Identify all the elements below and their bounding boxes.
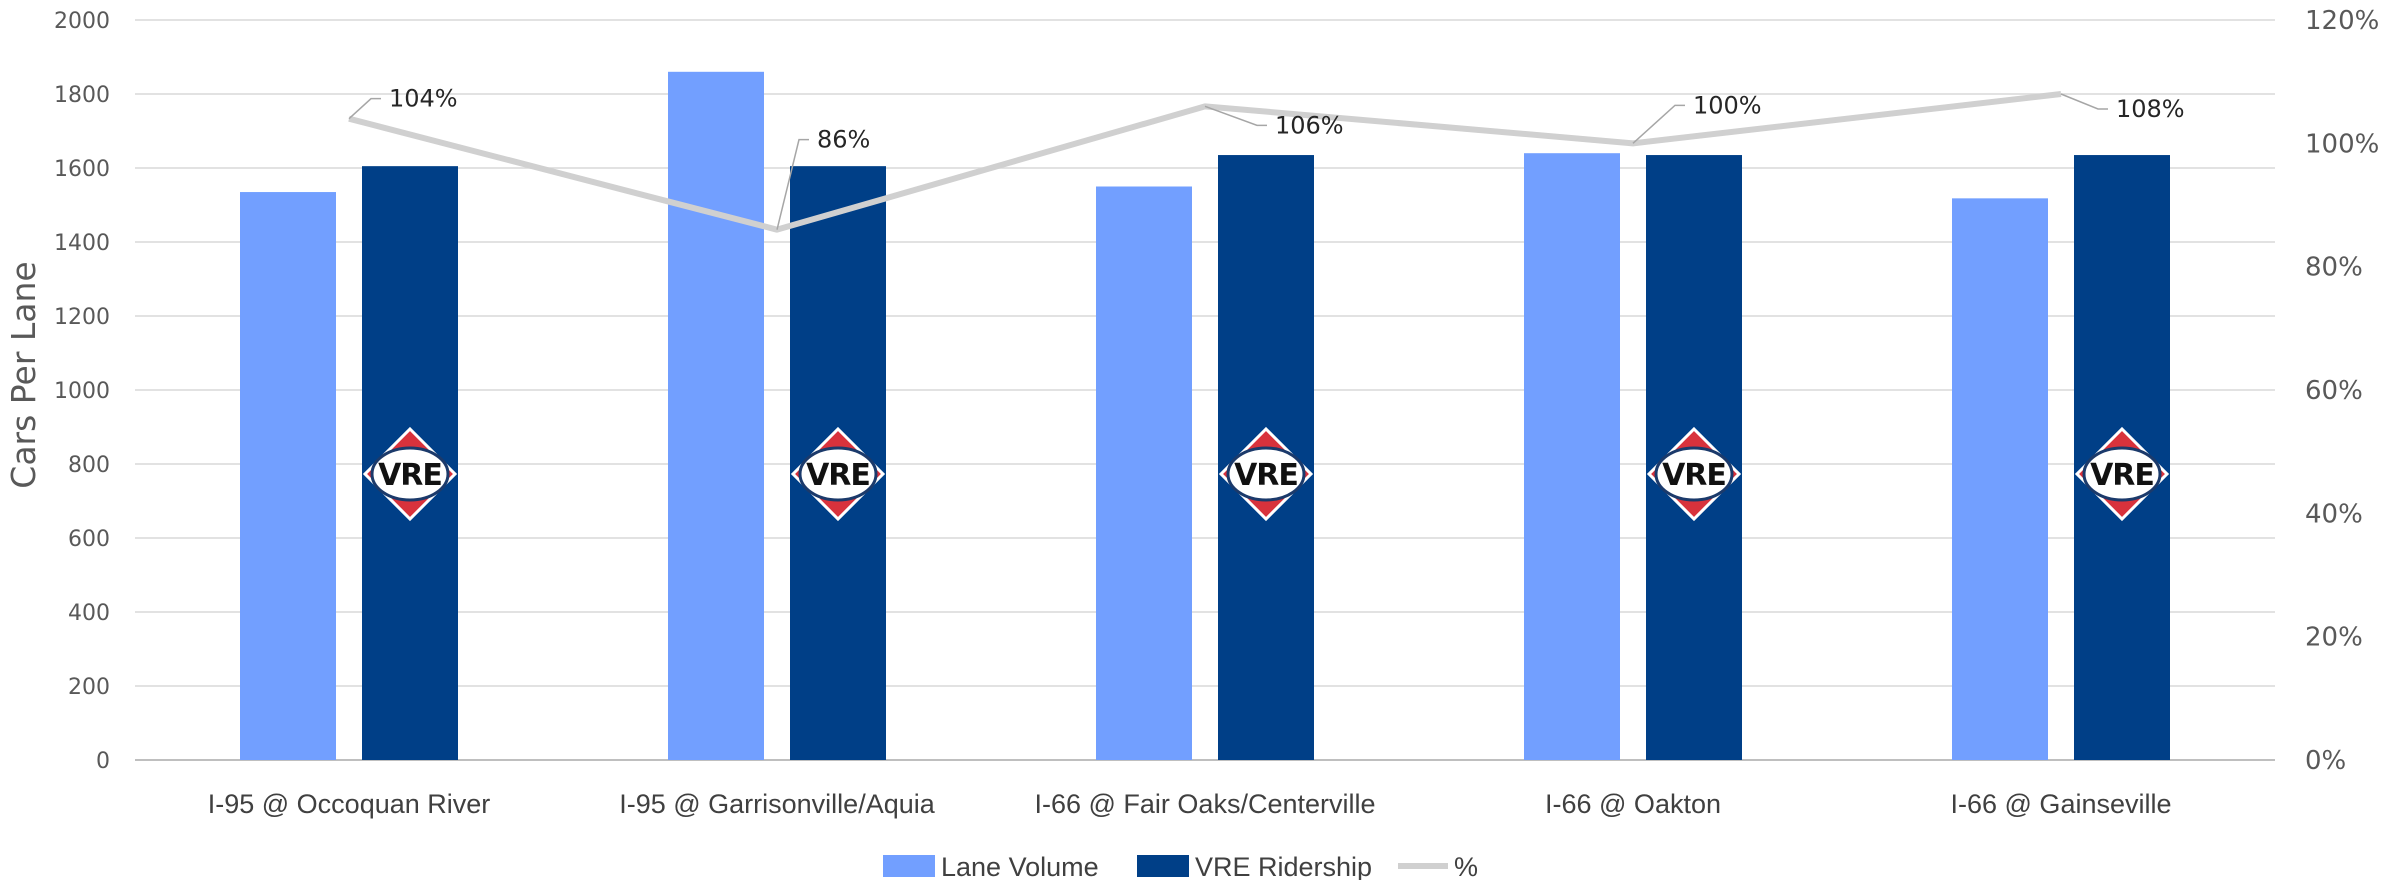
bar-lane-volume: [668, 71, 764, 761]
data-label: 100%: [1693, 91, 1762, 119]
y2-tick-label: 100%: [2305, 129, 2379, 159]
legend-label: VRE Ridership: [1195, 852, 1372, 880]
legend-item: %: [1398, 852, 1478, 880]
x-category-label: I-66 @ Fair Oaks/Centerville: [1034, 789, 1375, 819]
y2-tick-label: 0%: [2305, 746, 2346, 776]
data-label: 104%: [389, 85, 458, 113]
legend: Lane Volume VRE Ridership%: [883, 852, 1478, 880]
y-tick-label: 1400: [54, 231, 110, 256]
bar-lane-volume: [1096, 186, 1192, 760]
bar-lane-volume: [1952, 198, 2048, 761]
x-category-label: I-95 @ Occoquan River: [208, 789, 491, 819]
y2-tick-label: 120%: [2305, 6, 2379, 36]
legend-label: Lane Volume: [941, 852, 1099, 880]
legend-swatch: [883, 855, 935, 877]
vre-logo-ring: [2082, 446, 2162, 502]
y2-tick-label: 60%: [2305, 376, 2363, 406]
legend-item: VRE Ridership: [1137, 852, 1372, 880]
data-labels: 104% 86% 106% 100% 108%: [389, 85, 2185, 154]
vre-logo: VRE: [362, 426, 458, 522]
data-label: 108%: [2116, 95, 2185, 123]
vre-logo-ring: [798, 446, 878, 502]
data-label: 106%: [1275, 111, 1344, 139]
x-category-label: I-95 @ Garrisonville/Aquia: [619, 789, 936, 819]
y2-tick-label: 80%: [2305, 253, 2363, 283]
x-category-label: I-66 @ Gainseville: [1951, 789, 2172, 819]
data-label-leaders: [348, 93, 2108, 230]
y-tick-label: 0: [96, 749, 110, 774]
y-tick-label: 200: [68, 675, 110, 700]
y-tick-label: 1000: [54, 379, 110, 404]
vre-logo: VRE: [2074, 426, 2170, 522]
vre-logo-text: VRE: [1234, 458, 1298, 493]
vre-logo-text: VRE: [806, 458, 870, 493]
vre-logo-ring: [1226, 446, 1306, 502]
y-tick-label: 600: [68, 527, 110, 552]
y-axis-ticks: 0 200 400 600 800 1000 1200 1400 1600 1800 2000: [54, 9, 110, 774]
y-tick-label: 1800: [54, 83, 110, 108]
y2-tick-label: 20%: [2305, 623, 2363, 653]
bar-lane-volume: [1524, 153, 1620, 760]
legend-swatch: [1137, 855, 1189, 877]
y-tick-label: 2000: [54, 9, 110, 34]
vre-logo: VRE: [790, 426, 886, 522]
data-label: 86%: [817, 126, 870, 154]
vre-logo-text: VRE: [1662, 458, 1726, 493]
y-tick-label: 800: [68, 453, 110, 478]
vre-logo-text: VRE: [378, 458, 442, 493]
vre-logos: VRE VRE VRE VRE VRE: [362, 426, 2170, 522]
vre-logo: VRE: [1646, 426, 1742, 522]
leader-line: [776, 138, 809, 230]
y2-axis-ticks: 0% 20% 40% 60% 80% 100% 120%: [2305, 6, 2379, 776]
y-axis-label: Cars Per Lane: [4, 261, 43, 488]
y-tick-label: 1200: [54, 305, 110, 330]
legend-label: %: [1454, 852, 1478, 880]
bars: [240, 71, 2170, 761]
gridlines: [135, 19, 2275, 761]
x-axis-categories: I-95 @ Occoquan River I-95 @ Garrisonvill…: [208, 789, 2172, 819]
vre-logo-text: VRE: [2090, 458, 2154, 493]
y2-tick-label: 40%: [2305, 499, 2363, 529]
vre-logo-ring: [1654, 446, 1734, 502]
legend-item: Lane Volume: [883, 852, 1099, 880]
vre-logo: VRE: [1218, 426, 1314, 522]
leader-line: [348, 97, 381, 120]
leader-line: [2060, 93, 2108, 110]
y-tick-label: 1600: [54, 157, 110, 182]
leader-line: [1204, 105, 1267, 127]
y-tick-label: 400: [68, 601, 110, 626]
leader-line: [1632, 104, 1685, 144]
vre-logo-ring: [370, 446, 450, 502]
x-category-label: I-66 @ Oakton: [1545, 789, 1721, 819]
bar-lane-volume: [240, 192, 336, 761]
percent-line: [348, 91, 2062, 233]
percent-line-path: [348, 91, 2062, 233]
